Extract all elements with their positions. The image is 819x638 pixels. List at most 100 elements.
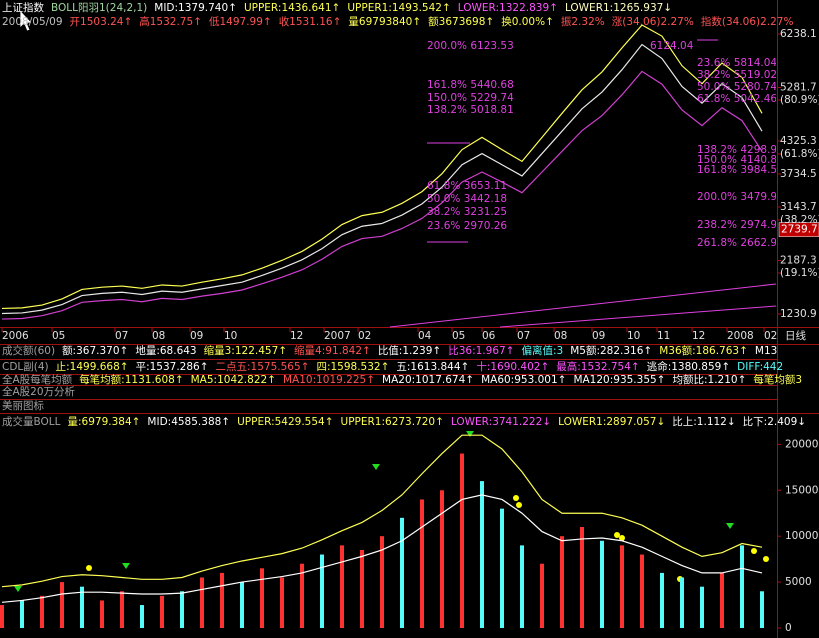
- info-text: 指数(34.06)2.27%: [701, 15, 794, 28]
- volume-bar: [60, 582, 64, 628]
- info-text: 美丽图标: [2, 399, 44, 412]
- info-text: MA10:1019.225↑: [283, 374, 375, 386]
- info-text: 开1503.24↑: [70, 16, 133, 28]
- info-text: 涨(34.06)2.27%: [612, 16, 694, 28]
- volume-bar: [420, 499, 424, 628]
- info-text: 止:1499.668↑: [56, 361, 129, 373]
- info-text: LOWER:3741.222↓: [451, 416, 551, 428]
- x-tick-label: 06: [482, 330, 496, 342]
- volume-bar: [40, 595, 44, 628]
- info-text: CDL副(4): [2, 361, 49, 373]
- info-text: 十:1690.402↑: [476, 360, 549, 373]
- info-text: MA120:935.355↑: [573, 374, 665, 386]
- info-text: 额:367.370↑: [62, 344, 128, 357]
- info-text: MID:1379.740↑: [154, 2, 237, 14]
- marker-triangle: [726, 523, 734, 529]
- volume-bar: [400, 517, 404, 628]
- volume-bar: [500, 508, 504, 628]
- x-tick-label: 02: [358, 330, 371, 342]
- fib-annotation: 61.8% 3653.11: [427, 180, 507, 192]
- price-line: [1, 43, 763, 315]
- info-text: MA20:1017.674↑: [382, 374, 474, 386]
- volume-bar: [360, 549, 364, 628]
- info-text: 比值:1.239↑: [378, 344, 441, 357]
- fib-annotation: 38.2% 3231.25: [427, 206, 507, 218]
- y-tick-label: 15000: [785, 484, 818, 496]
- info-text: 换0.00%↑: [501, 15, 554, 28]
- y-tick-label: 6238.1: [780, 28, 817, 40]
- volume-bar: [540, 563, 544, 628]
- info-text: 全A股每笔均额: [2, 373, 73, 386]
- x-tick-label: 07: [115, 330, 128, 342]
- x-tick-label: 09: [190, 330, 203, 342]
- volume-bar: [180, 591, 184, 628]
- info-text: MA60:953.001↑: [481, 374, 566, 386]
- y-tick-label: 4325.3: [780, 135, 817, 147]
- marker-triangle: [14, 586, 22, 592]
- x-tick-label: 07: [517, 330, 530, 342]
- y-tick-label: 2187.3: [780, 255, 817, 267]
- info-text: M13: [755, 345, 777, 357]
- y-tick-label: 10000: [785, 530, 818, 542]
- fib-annotation: 61.8% 5042.46: [697, 93, 777, 105]
- info-text: 比下:2.409↓: [743, 415, 806, 428]
- volume-bar: [340, 545, 344, 628]
- fib-annotation: 200.0% 3479.9: [697, 191, 777, 203]
- info-text: 成交额(60): [2, 344, 55, 357]
- volume-bar: [440, 490, 444, 628]
- volume-bar: [120, 591, 124, 628]
- info-text: 全A股20万分析: [2, 385, 76, 398]
- info-text: 量:6979.384↑: [67, 416, 140, 428]
- info-text: BOLL阳羽1(24,2,1): [51, 2, 147, 14]
- fib-annotation: 161.8% 3984.5: [697, 164, 777, 176]
- x-tick-label: 11: [657, 330, 670, 342]
- info-text: 缩量4:91.842↑: [294, 344, 371, 357]
- period-label: 日线: [785, 329, 806, 342]
- volume-bar: [220, 572, 224, 628]
- price-line: [1, 70, 763, 320]
- x-tick-label: 08: [152, 330, 165, 342]
- info-text: 成交量BOLL: [2, 415, 61, 428]
- info-text: 量69793840↑: [348, 16, 421, 28]
- volume-bar: [760, 591, 764, 628]
- info-text: 缩量3:122.457↑: [204, 344, 287, 357]
- info-text: DIFF:442: [737, 361, 783, 373]
- volume-line: [1, 434, 763, 588]
- volume-bar: [20, 600, 24, 628]
- marker-dot: [513, 495, 519, 501]
- marker-dot: [86, 565, 92, 571]
- marker-dot: [619, 535, 625, 541]
- info-text: 二点五:1575.565↑: [216, 361, 310, 373]
- fib-annotation: 138.2% 5018.81: [427, 104, 514, 116]
- volume-bar: [480, 481, 484, 628]
- y-tick-label: 0: [785, 622, 792, 634]
- last-price-label: 2739.7: [781, 224, 818, 236]
- fib-annotation: 23.6% 2970.26: [427, 220, 507, 232]
- volume-bar: [380, 536, 384, 628]
- volume-bar: [520, 545, 524, 628]
- volume-bar: [100, 600, 104, 628]
- volume-bar: [460, 453, 464, 628]
- info-text: MID:4585.388↑: [147, 416, 230, 428]
- volume-bar: [0, 605, 4, 628]
- volume-bar: [280, 577, 284, 628]
- info-text: 每笔均额:1131.608↑: [79, 373, 183, 386]
- info-text: 每笔均额3: [753, 373, 802, 386]
- info-text: 低1497.99↑: [209, 15, 272, 28]
- info-text: 额3673698↑: [428, 15, 494, 28]
- info-text: 偏离值:3: [521, 344, 563, 357]
- volume-bar: [700, 586, 704, 628]
- y-tick-label: (80.9%): [780, 94, 819, 106]
- volume-bar: [580, 527, 584, 628]
- y-tick-label: (61.8%): [780, 148, 819, 160]
- info-text: 平:1537.286↑: [136, 361, 209, 373]
- volume-bar: [300, 563, 304, 628]
- last-price-box: [778, 222, 819, 237]
- info-text: 收1531.16↑: [279, 15, 342, 28]
- info-text: 高1532.75↑: [139, 15, 202, 28]
- marker-triangle: [372, 464, 380, 470]
- x-tick-label: 08: [554, 330, 567, 342]
- marker-dot: [516, 502, 522, 508]
